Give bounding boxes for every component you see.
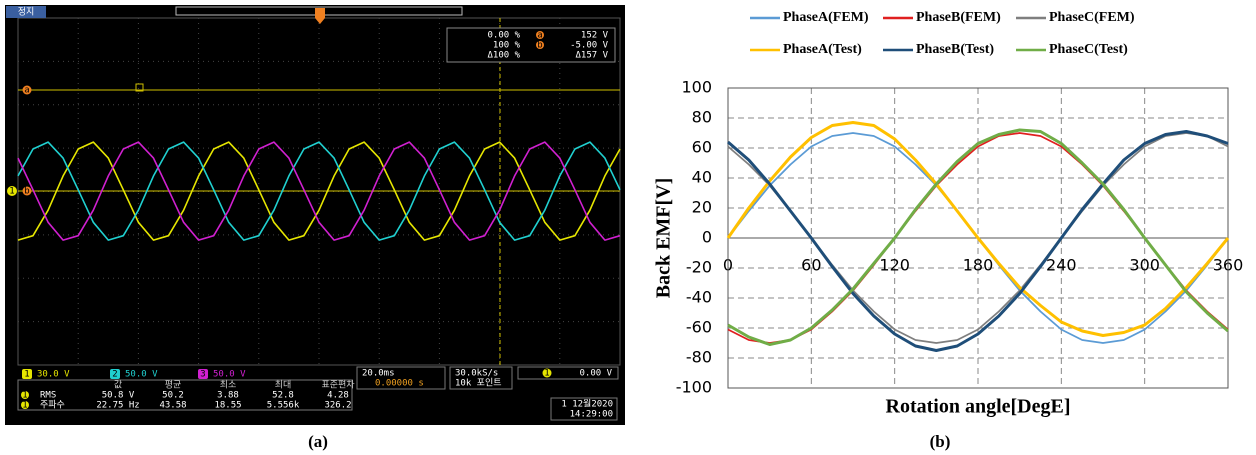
stats-value: 43.58 — [159, 401, 186, 411]
legend-label: PhaseA(Test) — [783, 42, 862, 57]
y-axis-label: Back EMF[V] — [653, 178, 675, 299]
page: {"chart_data": [ {"type": "line", "capti… — [0, 0, 1256, 455]
legend-label: PhaseA(FEM) — [783, 10, 869, 25]
channel-scale: 50.0 V — [213, 370, 246, 380]
sample-rate: 30.0kS/s — [455, 369, 498, 379]
x-tick-label: 240 — [1046, 256, 1077, 275]
stats-value: 50.2 — [162, 391, 184, 401]
cursor-label: a — [24, 86, 29, 96]
caption: (a) — [308, 432, 328, 451]
caption: (b) — [930, 432, 951, 451]
y-tick-label: 40 — [692, 168, 712, 187]
stats-header: 평균 — [165, 380, 182, 391]
time: 14:29:00 — [570, 410, 613, 420]
date: 1 12월2020 — [561, 398, 613, 410]
x-tick-label: 180 — [963, 256, 994, 275]
channel-number: 3 — [200, 370, 205, 380]
y-tick-label: 0 — [702, 228, 712, 247]
stats-value: 18.55 — [214, 401, 241, 411]
y-tick-label: -20 — [686, 258, 712, 277]
readout-value: 100 % — [493, 41, 521, 51]
readout-value: 0.00 % — [487, 31, 520, 41]
channel-number: 2 — [112, 370, 117, 380]
legend-label: PhaseC(Test) — [1049, 42, 1128, 57]
y-tick-label: 60 — [692, 138, 712, 157]
stats-value: 3.88 — [217, 391, 239, 401]
legend-label: PhaseB(Test) — [916, 42, 994, 57]
y-tick-label: 80 — [692, 108, 712, 127]
stats-value: 22.75 Hz — [96, 401, 139, 411]
y-tick-label: -60 — [686, 318, 712, 337]
channel-scale: 50.0 V — [125, 370, 158, 380]
channel-number: 1 — [24, 370, 29, 380]
stats-channel: 1 — [22, 401, 27, 411]
y-tick-label: 20 — [692, 198, 712, 217]
readout-value: Δ157 V — [575, 51, 608, 61]
delay: 0.00000 s — [375, 379, 424, 389]
x-tick-label: 120 — [879, 256, 910, 275]
stats-channel: 1 — [22, 391, 27, 401]
readout-value: -5.00 V — [570, 41, 609, 51]
stats-value: 5.556k — [267, 401, 300, 411]
status: 정지 — [18, 7, 35, 18]
y-tick-label: -80 — [686, 348, 712, 367]
stats-header: 최대 — [275, 380, 292, 391]
stats-value: 326.2 — [324, 401, 351, 411]
trigger-source: 1 — [544, 369, 549, 379]
trigger-level: 0.00 V — [579, 369, 612, 379]
y-tick-label: 100 — [681, 78, 712, 97]
x-axis-label: Rotation angle[DegE] — [886, 396, 1071, 418]
stats-label: RMS — [40, 391, 56, 401]
readout-value: 152 V — [581, 31, 609, 41]
channel-marker-label: 1 — [9, 187, 14, 197]
stats-header: 표준편차 — [321, 379, 355, 391]
readout-marker-label: a — [537, 31, 542, 41]
timebase: 20.0ms — [362, 369, 395, 379]
legend-label: PhaseC(FEM) — [1049, 10, 1135, 25]
stats-value: 50.8 V — [102, 391, 135, 401]
y-tick-label: -100 — [676, 378, 712, 397]
readout-value: Δ100 % — [487, 51, 520, 61]
x-tick-label: 60 — [801, 256, 821, 275]
cursor-label: b — [24, 187, 29, 197]
stats-header: 최소 — [220, 380, 237, 391]
stats-value: 4.28 — [327, 391, 349, 401]
stats-header: 값 — [114, 379, 122, 391]
readout-marker-label: b — [537, 41, 542, 51]
stats-label: 주파수 — [40, 400, 65, 411]
legend-label: PhaseB(FEM) — [916, 10, 1001, 25]
y-tick-label: -40 — [686, 288, 712, 307]
x-tick-label: 300 — [1129, 256, 1160, 275]
figure: 정지ab10.00 %a152 V100 %b-5.00 VΔ100 %Δ157… — [0, 0, 1256, 455]
stats-value: 52.8 — [272, 391, 294, 401]
channel-scale: 30.0 V — [37, 370, 70, 380]
record-length: 10k 포인트 — [455, 378, 502, 389]
